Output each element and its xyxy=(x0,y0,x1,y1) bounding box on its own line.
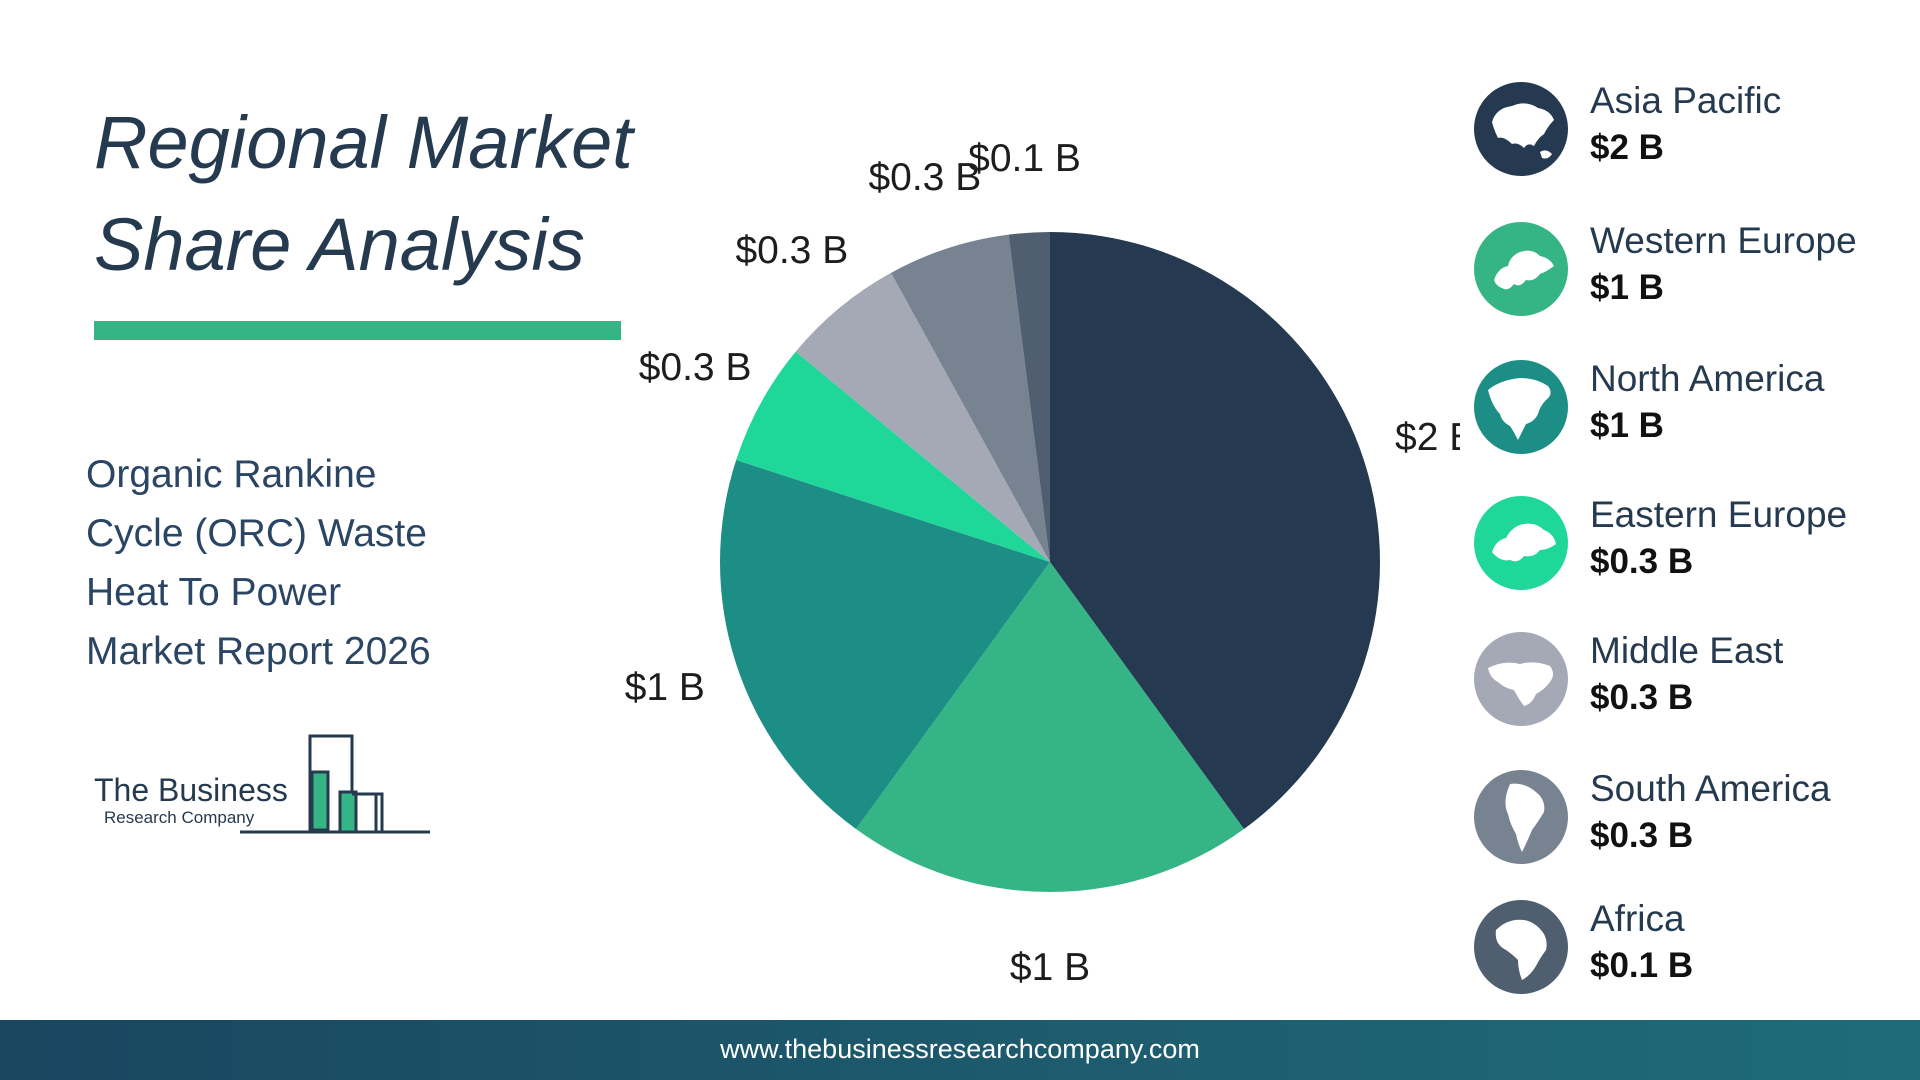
title-line-1: Regional Market xyxy=(94,101,633,184)
pie-slice-asia-pacific xyxy=(1050,232,1380,829)
pie-label-middle-east: $0.3 B xyxy=(735,229,848,272)
report-name-line-4: Market Report 2026 xyxy=(86,630,431,673)
pie-slice-north-america xyxy=(720,460,1050,829)
asia-map-icon xyxy=(1474,82,1568,176)
report-name-line-2: Cycle (ORC) Waste xyxy=(86,512,427,555)
legend-label: South America xyxy=(1590,768,1831,809)
legend-item-eastern-europe: Eastern Europe $0.3 B xyxy=(1472,494,1912,594)
legend-label: Western Europe xyxy=(1590,220,1857,261)
pie-slice-middle-east xyxy=(795,272,1050,562)
pie-label-africa: $0.1 B xyxy=(968,137,1081,180)
pie-label-eastern-europe: $0.3 B xyxy=(639,346,752,389)
legend-label: Asia Pacific xyxy=(1590,80,1782,121)
africa-map-icon xyxy=(1474,900,1568,994)
eastern-europe-map-icon xyxy=(1474,496,1568,590)
legend-label: Middle East xyxy=(1590,630,1784,671)
pie-label-north-america: $1 B xyxy=(625,666,705,709)
pie-slice-western-europe xyxy=(856,562,1244,892)
pie-slice-eastern-europe xyxy=(736,351,1050,562)
title-line-2: Share Analysis xyxy=(94,203,585,286)
legend-label: North America xyxy=(1590,358,1825,399)
western-europe-map-icon xyxy=(1474,222,1568,316)
title-underline-bar xyxy=(94,321,621,340)
company-logo: The Business Research Company xyxy=(90,730,440,840)
pie-label-asia-pacific: $2 B xyxy=(1395,416,1460,459)
legend-item-south-america: South America $0.3 B xyxy=(1472,768,1912,868)
report-name-line-3: Heat To Power xyxy=(86,571,342,614)
legend-value: $0.3 B xyxy=(1590,816,1694,855)
report-name: Organic Rankine Cycle (ORC) Waste Heat T… xyxy=(86,445,506,681)
legend-item-western-europe: Western Europe $1 B xyxy=(1472,220,1912,320)
middle-east-map-icon xyxy=(1474,632,1568,726)
logo-text-main: The Business xyxy=(94,772,288,808)
footer-website-link[interactable]: www.thebusinessresearchcompany.com xyxy=(720,1034,1200,1064)
report-name-line-1: Organic Rankine xyxy=(86,453,377,496)
page-title: Regional Market Share Analysis xyxy=(94,92,654,296)
legend-value: $0.3 B xyxy=(1590,678,1694,717)
legend-label: Eastern Europe xyxy=(1590,494,1848,535)
legend-item-africa: Africa $0.1 B xyxy=(1472,898,1912,998)
legend-value: $2 B xyxy=(1590,128,1664,167)
legend-value: $0.3 B xyxy=(1590,542,1694,581)
pie-chart: $2 B$1 B$1 B$0.3 B$0.3 B$0.3 B$0.1 B xyxy=(625,137,1460,989)
pie-slice-south-america xyxy=(891,234,1050,562)
legend-value: $1 B xyxy=(1590,406,1664,445)
pie-label-south-america: $0.3 B xyxy=(868,156,981,199)
legend-value: $0.1 B xyxy=(1590,946,1694,985)
legend-value: $1 B xyxy=(1590,268,1664,307)
south-america-map-icon xyxy=(1474,770,1568,864)
pie-label-western-europe: $1 B xyxy=(1010,946,1090,989)
logo-buildings-icon xyxy=(240,734,430,834)
legend-item-asia-pacific: Asia Pacific $2 B xyxy=(1472,80,1912,180)
pie-slice-africa xyxy=(1008,232,1050,562)
north-america-map-icon xyxy=(1474,360,1568,454)
footer-bar: www.thebusinessresearchcompany.com xyxy=(0,1020,1920,1080)
legend-item-north-america: North America $1 B xyxy=(1472,358,1912,458)
legend-label: Africa xyxy=(1590,898,1685,939)
legend-item-middle-east: Middle East $0.3 B xyxy=(1472,630,1912,730)
logo-text-sub: Research Company xyxy=(104,808,255,827)
